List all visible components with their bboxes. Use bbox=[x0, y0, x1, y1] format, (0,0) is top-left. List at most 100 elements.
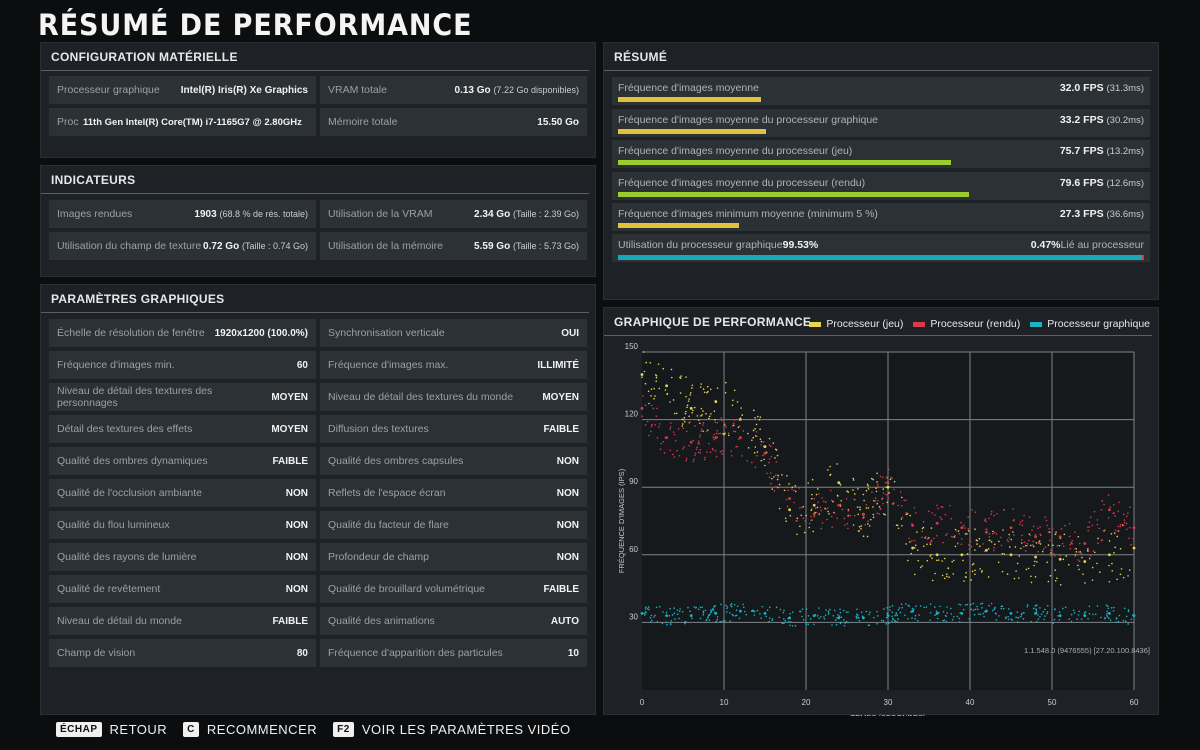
scatter-dot bbox=[886, 607, 888, 609]
scatter-dot bbox=[813, 515, 816, 518]
scatter-dot bbox=[829, 465, 831, 468]
scatter-dot bbox=[934, 572, 936, 575]
graphics-setting: Qualité de l'occlusion ambiante NON bbox=[49, 479, 316, 507]
scatter-dot bbox=[754, 435, 757, 437]
scatter-dot bbox=[884, 481, 887, 484]
scatter-dot bbox=[901, 516, 904, 519]
scatter-dot bbox=[721, 449, 723, 452]
key-c[interactable]: C bbox=[183, 722, 199, 737]
scatter-dot bbox=[666, 393, 668, 396]
scatter-dot bbox=[1028, 539, 1030, 542]
scatter-dot bbox=[1088, 526, 1091, 528]
scatter-dot bbox=[739, 417, 742, 419]
scatter-dot bbox=[940, 506, 943, 508]
scatter-dot bbox=[644, 614, 646, 616]
legend-label: Processeur graphique bbox=[1047, 318, 1150, 330]
scatter-dot bbox=[716, 618, 719, 621]
scatter-dot bbox=[751, 461, 753, 464]
scatter-dot bbox=[794, 485, 797, 487]
scatter-dot bbox=[1115, 617, 1118, 619]
scatter-dot bbox=[838, 482, 841, 485]
video-settings-action[interactable]: VOIR LES PARAMÈTRES VIDÉO bbox=[361, 722, 571, 737]
scatter-dot bbox=[846, 522, 849, 525]
summary-bar bbox=[618, 97, 761, 102]
scatter-dot bbox=[1118, 501, 1120, 504]
scatter-dot bbox=[706, 429, 709, 431]
back-action[interactable]: RETOUR bbox=[109, 722, 168, 737]
scatter-dot bbox=[1109, 619, 1112, 622]
scatter-dot bbox=[791, 625, 794, 627]
key-f2[interactable]: F2 bbox=[333, 722, 354, 737]
scatter-dot bbox=[807, 482, 809, 484]
scatter-dot bbox=[1035, 604, 1038, 606]
scatter-dot bbox=[875, 487, 877, 489]
setting-value: FAIBLE bbox=[543, 583, 579, 595]
scatter-dot bbox=[787, 620, 790, 623]
scatter-dot bbox=[876, 610, 878, 613]
x-tick-label: 0 bbox=[640, 698, 645, 707]
scatter-dot bbox=[696, 415, 699, 417]
scatter-dot bbox=[714, 449, 717, 452]
scatter-dot bbox=[1130, 618, 1133, 621]
scatter-dot bbox=[1058, 611, 1061, 613]
key-escape[interactable]: ÉCHAP bbox=[56, 722, 102, 737]
scatter-dot bbox=[722, 433, 724, 435]
scatter-dot bbox=[679, 392, 682, 394]
scatter-dot bbox=[1103, 503, 1105, 506]
scatter-dot bbox=[972, 609, 975, 611]
scatter-dot bbox=[732, 614, 735, 617]
setting-value: MOYEN bbox=[271, 391, 308, 403]
scatter-dot bbox=[824, 507, 826, 510]
scatter-dot bbox=[1130, 543, 1132, 546]
scatter-dot bbox=[885, 493, 887, 496]
scatter-dot bbox=[775, 449, 778, 451]
scatter-dot bbox=[974, 528, 976, 530]
scatter-dot bbox=[694, 454, 696, 457]
scatter-dot bbox=[1128, 537, 1130, 540]
scatter-dot bbox=[810, 509, 813, 512]
scatter-dot bbox=[771, 477, 773, 480]
scatter-dot bbox=[937, 617, 939, 620]
scatter-dot bbox=[1037, 550, 1039, 553]
scatter-dot bbox=[815, 511, 818, 514]
scatter-dot bbox=[660, 442, 663, 445]
scatter-dot bbox=[956, 615, 959, 618]
scatter-dot bbox=[740, 419, 742, 422]
scatter-dot bbox=[903, 499, 905, 502]
restart-action[interactable]: RECOMMENCER bbox=[206, 722, 318, 737]
scatter-dot bbox=[702, 424, 704, 426]
scatter-dot bbox=[911, 617, 913, 619]
scatter-dot bbox=[1087, 617, 1089, 620]
scatter-dot bbox=[1074, 554, 1077, 556]
scatter-dot bbox=[866, 535, 869, 538]
scatter-dot bbox=[711, 447, 714, 450]
data-point bbox=[886, 485, 890, 489]
scatter-dot bbox=[821, 497, 824, 499]
scatter-dot bbox=[938, 611, 940, 614]
summary-row: Fréquence d'images minimum moyenne (mini… bbox=[612, 203, 1150, 231]
scatter-dot bbox=[949, 504, 951, 507]
data-point bbox=[1083, 542, 1087, 545]
scatter-dot bbox=[706, 391, 708, 394]
scatter-dot bbox=[760, 444, 763, 446]
scatter-dot bbox=[988, 536, 991, 538]
scatter-dot bbox=[944, 513, 947, 516]
scatter-dot bbox=[1035, 542, 1038, 544]
legend-label: Processeur (rendu) bbox=[930, 318, 1021, 330]
scatter-dot bbox=[738, 438, 740, 440]
scatter-dot bbox=[844, 524, 846, 526]
scatter-dot bbox=[921, 536, 923, 539]
scatter-dot bbox=[650, 388, 653, 390]
scatter-dot bbox=[862, 493, 865, 496]
scatter-dot bbox=[1131, 614, 1134, 616]
setting-value: NON bbox=[285, 583, 308, 595]
data-point bbox=[665, 436, 668, 440]
scatter-dot bbox=[712, 449, 714, 451]
graphics-setting: Qualité de brouillard volumétrique FAIBLE bbox=[320, 575, 587, 603]
scatter-dot bbox=[896, 614, 899, 617]
summary-label: Fréquence d'images minimum moyenne (mini… bbox=[618, 208, 878, 220]
scatter-dot bbox=[726, 606, 729, 608]
scatter-dot bbox=[994, 612, 997, 615]
scatter-dot bbox=[671, 376, 673, 379]
scatter-dot bbox=[793, 489, 795, 492]
